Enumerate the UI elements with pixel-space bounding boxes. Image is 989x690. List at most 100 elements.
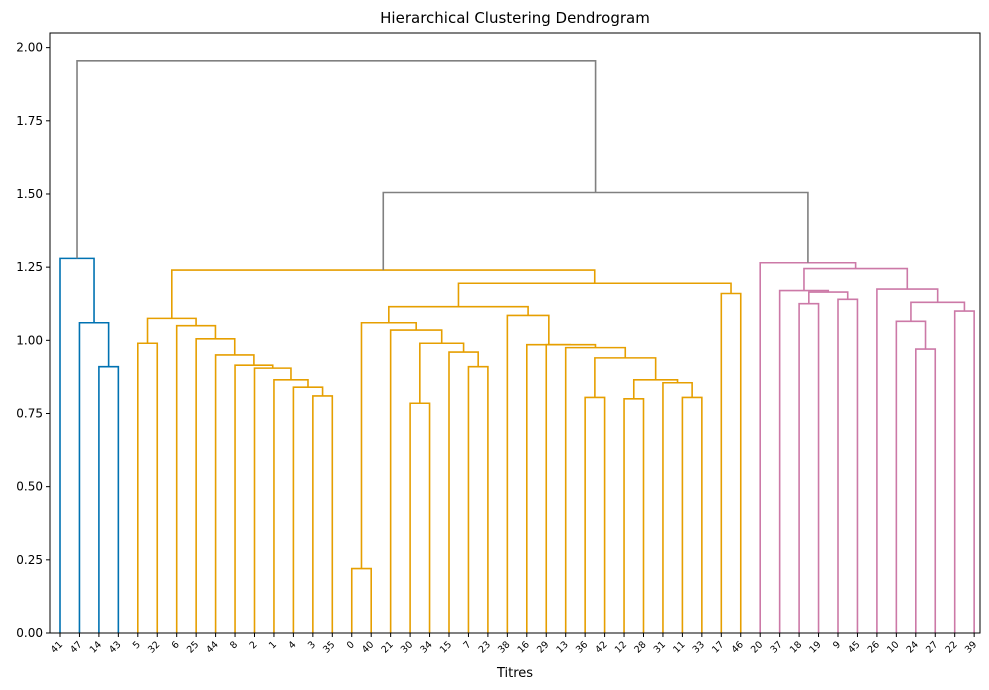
dendrogram-link	[98, 365, 120, 633]
y-tick-label: 1.25	[16, 260, 43, 274]
dendrogram-link	[273, 379, 309, 633]
dendrogram-link	[78, 321, 110, 633]
dendrogram-link	[837, 298, 859, 633]
y-tick-label: 0.00	[16, 626, 43, 640]
dendrogram-link	[419, 342, 465, 404]
x-tick-label: 36	[574, 639, 590, 655]
x-tick-label: 25	[185, 639, 201, 655]
dendrogram-link	[360, 321, 417, 569]
x-tick-label: 10	[885, 639, 901, 655]
y-tick-label: 2.00	[16, 41, 43, 55]
x-tick-label: 19	[807, 639, 823, 655]
chart-title: Hierarchical Clustering Dendrogram	[380, 9, 650, 27]
dendrogram-link	[759, 261, 857, 633]
dendrogram-link	[720, 292, 742, 633]
x-tick-label: 40	[360, 639, 376, 655]
x-tick-label: 16	[516, 639, 532, 655]
x-tick-label: 8	[228, 639, 240, 651]
x-tick-label: 11	[671, 639, 687, 655]
x-tick-label: 14	[88, 639, 104, 655]
x-tick-label: 18	[788, 639, 804, 655]
x-tick-label: 35	[321, 639, 337, 655]
x-tick-label: 27	[924, 639, 940, 655]
dendrogram-link	[545, 343, 597, 633]
x-axis-label: Titres	[496, 666, 533, 681]
dendrogram-link	[876, 288, 939, 633]
dendrogram-link	[526, 343, 571, 633]
dendrogram-link	[895, 320, 927, 633]
dendrogram-link	[389, 329, 443, 633]
dendrogram-link	[175, 324, 217, 633]
dendrogram-link	[171, 269, 596, 319]
x-tick-label: 15	[438, 639, 454, 655]
dendrogram-link	[409, 402, 431, 633]
x-tick-label: 28	[632, 639, 648, 655]
x-tick-label: 5	[131, 639, 143, 651]
dendrogram-link	[76, 60, 597, 259]
dendrogram-link	[584, 396, 606, 633]
x-tick-label: 21	[379, 639, 395, 655]
y-tick-label: 0.75	[16, 406, 43, 420]
y-axis: 0.00 0.25 0.50 0.75 1.00 1.25 1.50 1.75 2.00	[16, 41, 50, 640]
x-axis: 41 47 14 43 5 32 6 25 44 8 2 1 4 3 35 0 40 21 30 34 15 7 23 38 1…	[49, 633, 979, 656]
x-tick-label: 9	[831, 639, 843, 651]
x-tick-label: 3	[306, 639, 318, 651]
dendrogram-link	[448, 351, 479, 633]
y-tick-label: 0.50	[16, 480, 43, 494]
x-tick-label: 4	[286, 639, 298, 651]
dendrogram-link	[681, 396, 703, 633]
x-tick-label: 23	[477, 639, 493, 655]
x-tick-label: 38	[496, 639, 512, 655]
x-tick-label: 37	[768, 639, 784, 655]
dendrogram-link	[137, 342, 159, 633]
dendrogram-link	[506, 314, 550, 633]
dendrogram-link	[350, 567, 372, 633]
y-tick-label: 1.50	[16, 187, 43, 201]
x-tick-label: 39	[963, 639, 979, 655]
x-tick-label: 20	[749, 639, 765, 655]
x-tick-label: 32	[146, 639, 162, 655]
x-tick-label: 1	[267, 639, 279, 651]
dendrogram-link	[953, 310, 975, 633]
x-tick-label: 0	[345, 639, 357, 651]
dendrogram-link	[662, 381, 693, 633]
dendrogram-link	[253, 367, 292, 633]
x-tick-label: 7	[462, 639, 474, 651]
x-tick-label: 26	[866, 639, 882, 655]
dendrogram-link	[808, 291, 849, 304]
dendrogram-links	[59, 60, 975, 633]
dendrogram-link	[803, 267, 909, 291]
dendrogram-link	[467, 365, 489, 633]
x-tick-label: 2	[248, 639, 260, 651]
dendrogram-link	[594, 357, 657, 398]
x-tick-label: 30	[399, 639, 415, 655]
y-tick-label: 1.00	[16, 333, 43, 347]
dendrogram-link	[915, 348, 937, 633]
y-tick-label: 1.75	[16, 114, 43, 128]
x-tick-label: 13	[554, 639, 570, 655]
dendrogram-link	[312, 395, 334, 633]
dendrogram-link	[388, 305, 529, 323]
dendrogram-link	[146, 317, 197, 344]
x-tick-label: 12	[613, 639, 629, 655]
x-tick-label: 31	[652, 639, 668, 655]
dendrogram-link	[382, 191, 809, 271]
dendrogram-link	[778, 289, 830, 633]
plot-frame	[49, 32, 981, 634]
x-tick-label: 43	[107, 639, 123, 655]
x-tick-label: 44	[204, 639, 220, 655]
x-tick-label: 41	[49, 639, 65, 655]
dendrogram-link	[292, 386, 324, 633]
dendrogram-link	[59, 257, 95, 633]
x-tick-label: 46	[730, 639, 746, 655]
x-tick-label: 22	[943, 639, 959, 655]
x-tick-label: 33	[691, 639, 707, 655]
x-tick-label: 42	[593, 639, 609, 655]
x-tick-label: 6	[170, 639, 182, 651]
dendrogram-link	[195, 338, 236, 633]
dendrogram-link	[623, 398, 645, 633]
dendrogram-link	[457, 282, 732, 307]
y-tick-label: 0.25	[16, 553, 43, 567]
dendrogram-link	[798, 302, 820, 633]
